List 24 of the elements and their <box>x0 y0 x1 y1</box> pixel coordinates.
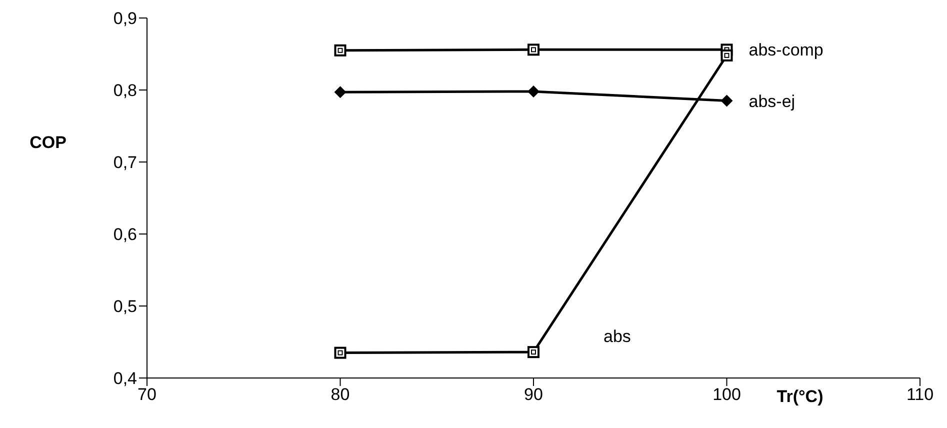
series-label: abs-ej <box>748 92 796 111</box>
x-axis-title: Tr(°C) <box>776 387 824 406</box>
x-tick-label: 70 <box>138 385 156 404</box>
point <box>528 44 540 56</box>
x-tick-label: 100 <box>712 385 741 404</box>
x-tick-label: 90 <box>524 385 543 404</box>
series-label: abs-comp <box>748 40 824 60</box>
y-tick-label: 0,9 <box>113 9 137 28</box>
x-tick-label: 110 <box>906 385 934 404</box>
point <box>334 86 346 98</box>
point <box>720 49 733 62</box>
point <box>720 94 733 107</box>
y-tick-label: 0,8 <box>113 81 137 100</box>
point <box>334 44 346 56</box>
text: abs <box>604 327 631 346</box>
y-axis-title: COP <box>30 133 66 152</box>
y-tick-label: 0,7 <box>113 153 137 172</box>
y-tick-label: 0,4 <box>113 369 137 388</box>
point <box>334 346 346 359</box>
point <box>528 346 540 358</box>
y-tick-label: 0,5 <box>113 297 137 316</box>
point <box>528 85 540 98</box>
y-tick-label: 0,6 <box>113 225 137 244</box>
x-tick-label: 80 <box>330 385 350 404</box>
